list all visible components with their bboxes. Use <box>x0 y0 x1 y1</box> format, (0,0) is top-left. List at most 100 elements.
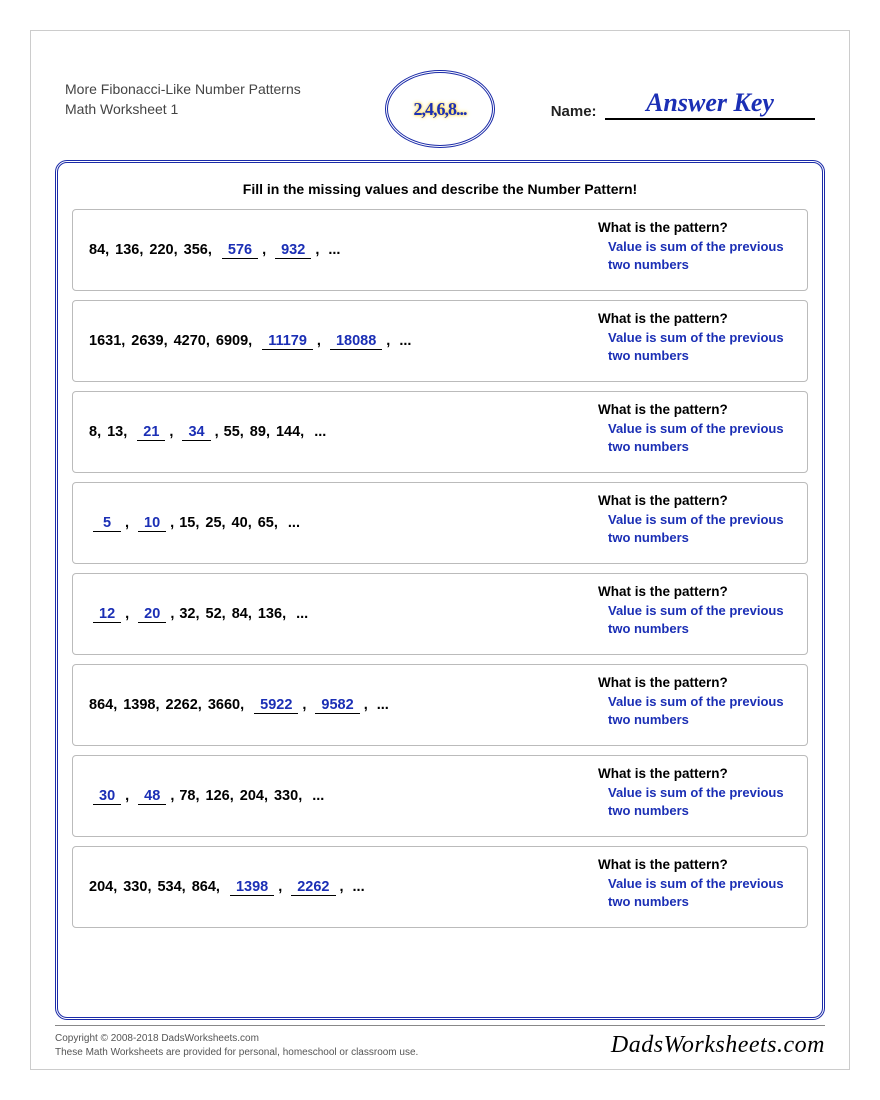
given-value: 15 <box>177 515 203 531</box>
ellipsis: ... <box>371 697 389 713</box>
ellipsis: ... <box>308 424 326 440</box>
separator: , <box>340 879 347 895</box>
pattern-question: What is the pattern? <box>598 402 797 417</box>
pattern-question: What is the pattern? <box>598 493 797 508</box>
problem-row: 84136220356576 ,932 , ...What is the pat… <box>72 209 808 291</box>
answer-value: 34 <box>182 424 210 441</box>
answer-value: 932 <box>275 242 311 259</box>
separator: , <box>302 697 309 713</box>
separator: , <box>125 788 132 804</box>
problem-row: 163126394270690911179 ,18088 , ...What i… <box>72 300 808 382</box>
problem-row: 30 ,48 ,78126204330 ...What is the patte… <box>72 755 808 837</box>
separator: , <box>317 333 324 349</box>
ellipsis: ... <box>282 515 300 531</box>
ellipsis: ... <box>290 606 308 622</box>
given-value: 144 <box>274 424 308 440</box>
name-label: Name: <box>551 103 597 120</box>
separator: , <box>170 515 177 531</box>
given-value: 2639 <box>129 333 171 349</box>
given-value: 204 <box>87 879 121 895</box>
pattern-box: What is the pattern? Value is sum of the … <box>592 483 807 563</box>
problems-list: 84136220356576 ,932 , ...What is the pat… <box>72 209 808 928</box>
answer-value: 2262 <box>291 879 335 896</box>
given-value: 4270 <box>172 333 214 349</box>
given-value: 89 <box>248 424 274 440</box>
answer-value: 576 <box>222 242 258 259</box>
sequence: 81321 ,34 ,5589144 ... <box>73 392 592 472</box>
separator: , <box>169 424 176 440</box>
separator: , <box>386 333 393 349</box>
separator: , <box>262 242 269 258</box>
separator: , <box>278 879 285 895</box>
ellipsis: ... <box>347 879 365 895</box>
problem-row: 81321 ,34 ,5589144 ...What is the patter… <box>72 391 808 473</box>
given-value: 204 <box>238 788 272 804</box>
answer-value: 1398 <box>230 879 274 896</box>
answer-key-text: Answer Key <box>646 88 774 117</box>
separator: , <box>215 424 222 440</box>
sequence: 8641398226236605922 ,9582 , ... <box>73 665 592 745</box>
sequence: 12 ,20 ,325284136 ... <box>73 574 592 654</box>
given-value: 25 <box>203 515 229 531</box>
given-value: 864 <box>190 879 224 895</box>
pattern-question: What is the pattern? <box>598 766 797 781</box>
given-value: 55 <box>222 424 248 440</box>
given-value: 136 <box>113 242 147 258</box>
pattern-answer: Value is sum of the previous two numbers <box>598 602 797 637</box>
footer-brand: DadsWorksheets.com <box>611 1032 825 1059</box>
footer: Copyright © 2008-2018 DadsWorksheets.com… <box>55 1025 825 1060</box>
given-value: 6909 <box>214 333 256 349</box>
given-value: 40 <box>230 515 256 531</box>
sequence: 2043305348641398 ,2262 , ... <box>73 847 592 927</box>
given-value: 84 <box>230 606 256 622</box>
given-value: 1631 <box>87 333 129 349</box>
pattern-question: What is the pattern? <box>598 584 797 599</box>
given-value: 3660 <box>206 697 248 713</box>
given-value: 65 <box>256 515 282 531</box>
given-value: 126 <box>204 788 238 804</box>
pattern-question: What is the pattern? <box>598 675 797 690</box>
pattern-question: What is the pattern? <box>598 311 797 326</box>
pattern-answer: Value is sum of the previous two numbers <box>598 511 797 546</box>
pattern-question: What is the pattern? <box>598 220 797 235</box>
name-line: Answer Key <box>605 88 815 120</box>
answer-value: 30 <box>93 788 121 805</box>
pattern-box: What is the pattern? Value is sum of the … <box>592 756 807 836</box>
pattern-answer: Value is sum of the previous two numbers <box>598 875 797 910</box>
pattern-box: What is the pattern?Value is sum of the … <box>592 392 807 472</box>
given-value: 84 <box>87 242 113 258</box>
answer-value: 10 <box>138 515 166 532</box>
answer-value: 18088 <box>330 333 382 350</box>
separator: , <box>364 697 371 713</box>
sequence: 30 ,48 ,78126204330 ... <box>73 756 592 836</box>
pattern-box: What is the pattern? Value is sum of the … <box>592 574 807 654</box>
answer-value: 5922 <box>254 697 298 714</box>
given-value: 2262 <box>164 697 206 713</box>
answer-value: 48 <box>138 788 166 805</box>
pattern-answer: Value is sum of the previous two numbers <box>598 238 797 273</box>
worksheet-title: More Fibonacci-Like Number Patterns Math… <box>65 80 301 119</box>
sequence: 84136220356576 ,932 , ... <box>73 210 592 290</box>
problem-row: 5 ,10 ,15254065 ... What is the pattern? V… <box>72 482 808 564</box>
footer-left: Copyright © 2008-2018 DadsWorksheets.com… <box>55 1032 418 1060</box>
given-value: 534 <box>155 879 189 895</box>
given-value: 8 <box>87 424 105 440</box>
given-value: 330 <box>272 788 306 804</box>
answer-value: 12 <box>93 606 121 623</box>
answer-value: 20 <box>138 606 166 623</box>
problem-row: 2043305348641398 ,2262 , ...What is the … <box>72 846 808 928</box>
ellipsis: ... <box>306 788 324 804</box>
separator: , <box>125 515 132 531</box>
content-frame: Fill in the missing values and describe … <box>55 160 825 1020</box>
pattern-answer: Value is sum of the previous two numbers <box>598 693 797 728</box>
pattern-answer: Value is sum of the previous two numbers <box>598 784 797 819</box>
separator: , <box>170 606 177 622</box>
sequence: 163126394270690911179 ,18088 , ... <box>73 301 592 381</box>
header: More Fibonacci-Like Number Patterns Math… <box>55 60 825 160</box>
pattern-question: What is the pattern? <box>598 857 797 872</box>
given-value: 864 <box>87 697 121 713</box>
sequence: 5 ,10 ,15254065 ... <box>73 483 592 563</box>
given-value: 32 <box>177 606 203 622</box>
pattern-box: What is the pattern?Value is sum of the … <box>592 301 807 381</box>
title-line-1: More Fibonacci-Like Number Patterns <box>65 80 301 100</box>
